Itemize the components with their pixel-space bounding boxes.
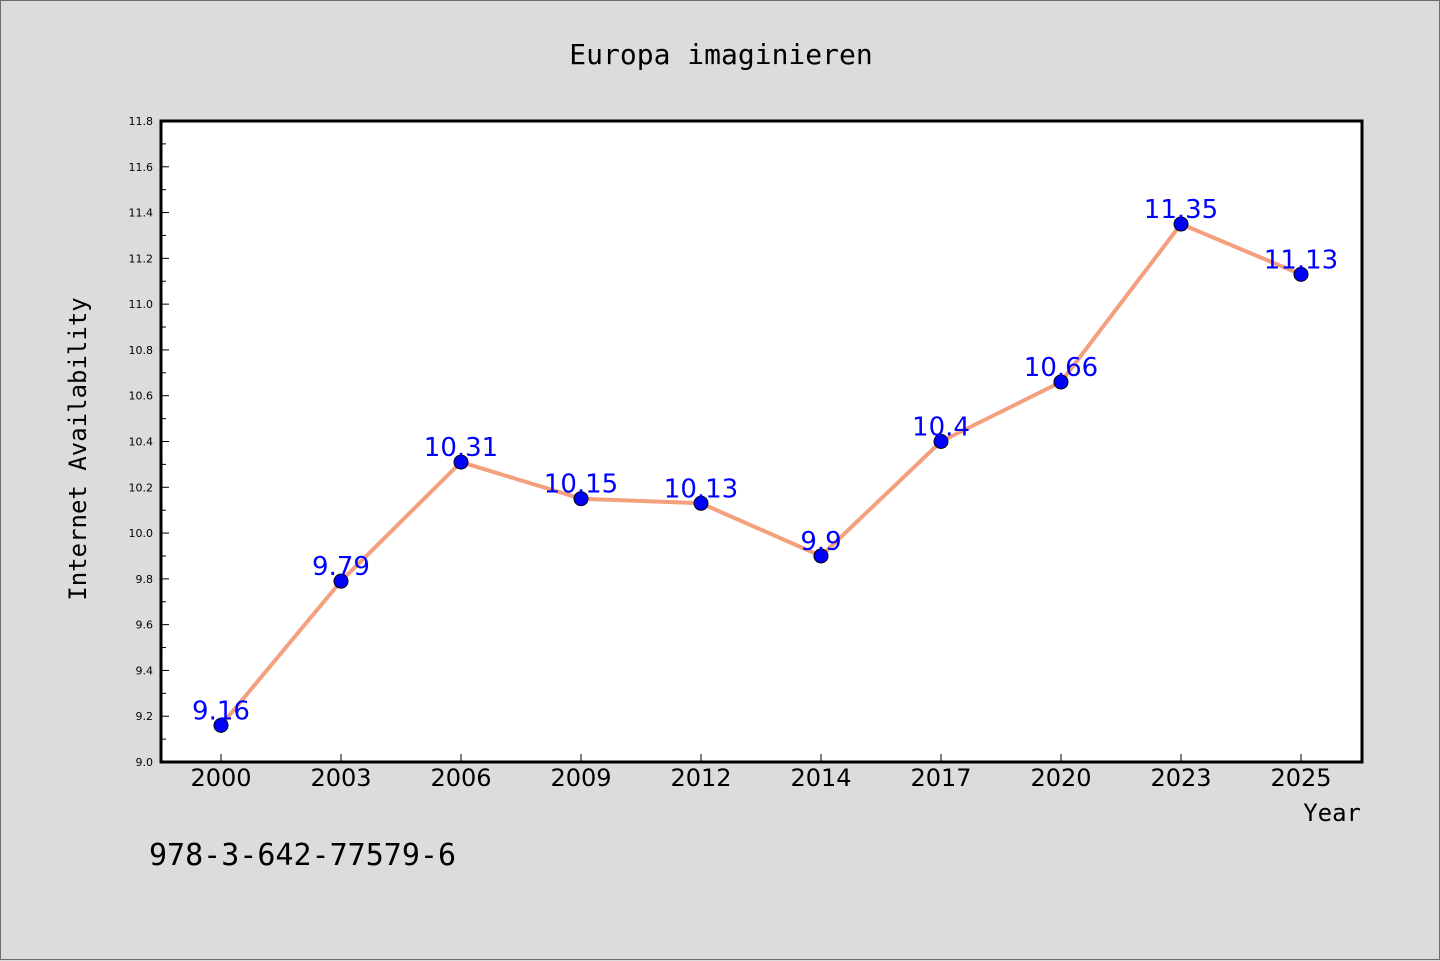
y-tick-label: 11.2 xyxy=(129,252,154,265)
y-tick-label: 9.8 xyxy=(136,573,154,586)
series-line xyxy=(219,222,1302,727)
data-point xyxy=(573,491,589,507)
x-tick-label: 2017 xyxy=(910,764,971,792)
x-axis: 2000 2003 2006 2009 2012 2014 2017 2020 2023 2025 xyxy=(190,754,1332,792)
data-label: 9.9 xyxy=(800,527,841,557)
data-label: 10.13 xyxy=(664,474,738,504)
data-label: 11.13 xyxy=(1264,245,1338,275)
y-tick-label: 9.6 xyxy=(136,619,154,632)
data-label: 9.79 xyxy=(312,552,370,582)
y-tick-label: 11.8 xyxy=(129,115,154,128)
y-axis: 9.0 9.2 9.4 9.6 9.8 10.0 10.2 10.4 10.6 10.8 11.0 1… xyxy=(129,115,169,769)
data-point xyxy=(933,434,949,449)
x-tick-label: 2023 xyxy=(1150,764,1211,792)
y-tick-label: 10.6 xyxy=(129,390,154,403)
x-tick-label: 2000 xyxy=(190,764,251,792)
data-point xyxy=(453,454,469,470)
y-tick-label: 10.2 xyxy=(129,481,154,494)
x-tick-label: 2003 xyxy=(310,764,371,792)
x-tick-label: 2012 xyxy=(670,764,731,792)
data-point xyxy=(813,548,829,564)
plot-area xyxy=(159,119,1364,764)
data-point xyxy=(1053,374,1069,390)
y-tick-label: 9.0 xyxy=(136,756,154,769)
x-tick-label: 2020 xyxy=(1030,764,1091,792)
data-point xyxy=(1173,216,1189,232)
footer-isbn: 978-3-642-77579-6 xyxy=(149,838,456,873)
x-tick-label: 2025 xyxy=(1270,764,1331,792)
y-tick-label: 10.0 xyxy=(129,527,154,540)
data-point xyxy=(333,573,349,589)
data-label: 9.16 xyxy=(192,696,250,726)
x-tick-label: 2006 xyxy=(430,764,491,792)
chart-title: Europa imaginieren xyxy=(569,38,872,71)
data-label: 10.15 xyxy=(544,470,618,500)
y-tick-label: 10.4 xyxy=(129,436,154,449)
y-tick-label: 9.4 xyxy=(136,664,154,677)
x-tick-label: 2009 xyxy=(550,764,611,792)
y-tick-label: 9.2 xyxy=(136,710,154,723)
x-axis-label: Year xyxy=(1303,799,1361,827)
y-tick-label: 11.6 xyxy=(129,161,154,174)
y-tick-label: 11.0 xyxy=(129,298,154,311)
data-markers xyxy=(213,216,1309,733)
y-tick-label: 10.8 xyxy=(129,344,154,357)
y-axis-label: Internet Availability xyxy=(64,297,92,600)
data-point xyxy=(213,717,229,733)
y-tick-label: 11.4 xyxy=(129,207,154,220)
data-labels: 9.16 9.79 10.31 10.15 10.13 9.9 10.4 10.66 11.35… xyxy=(192,195,1338,726)
data-label: 10.4 xyxy=(912,413,970,443)
data-label: 10.66 xyxy=(1024,353,1098,383)
data-label: 11.35 xyxy=(1144,195,1218,225)
data-point xyxy=(1293,266,1309,282)
data-point xyxy=(693,495,709,511)
data-label: 10.31 xyxy=(424,433,498,463)
x-tick-label: 2014 xyxy=(790,764,851,792)
